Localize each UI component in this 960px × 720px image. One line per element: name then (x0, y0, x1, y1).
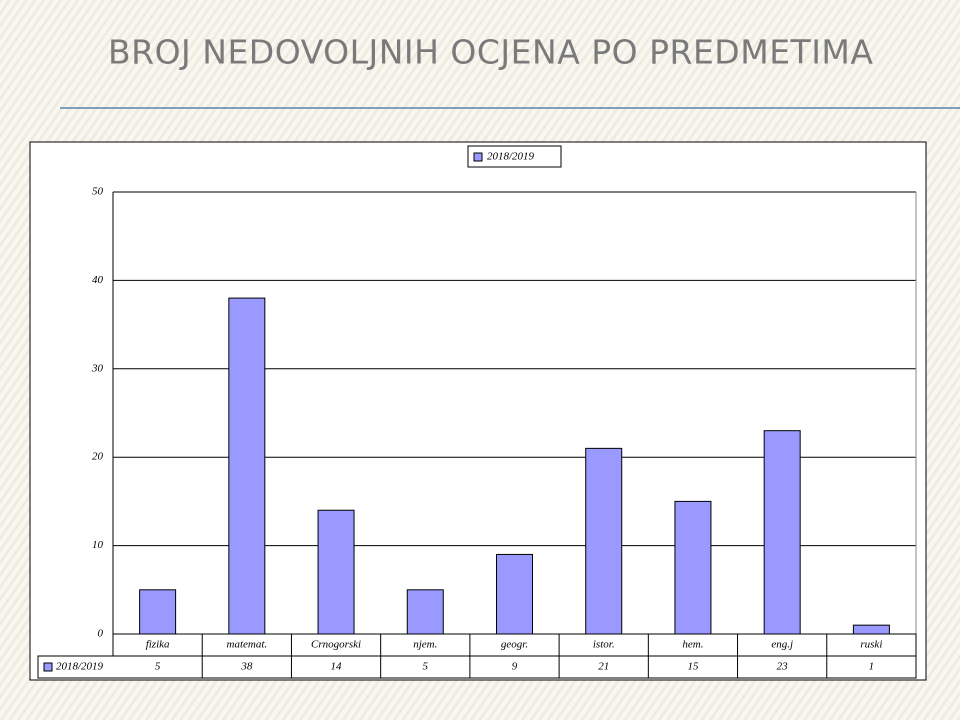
bar (585, 447, 623, 635)
y-tick-label: 10 (92, 539, 104, 551)
table-legend-swatch (43, 662, 53, 672)
table-value: 14 (331, 661, 343, 673)
y-tick-label: 30 (91, 362, 104, 374)
x-tick-label: Crnogorski (311, 639, 361, 651)
x-tick-label: istor. (593, 639, 615, 651)
x-tick-label: njem. (413, 639, 437, 651)
table-value: 9 (512, 661, 518, 673)
x-tick-label: geogr. (501, 639, 528, 651)
y-tick-label: 40 (92, 274, 104, 286)
table-value: 21 (598, 661, 609, 673)
bar (763, 430, 801, 635)
x-tick-label: hem. (682, 639, 703, 651)
table-value: 38 (240, 661, 253, 673)
table-value: 1 (869, 661, 875, 673)
table-value: 15 (687, 661, 699, 673)
x-tick-label: eng.j (771, 639, 793, 651)
bar (228, 297, 266, 635)
table-value: 5 (155, 661, 161, 673)
y-tick-label: 0 (98, 628, 104, 640)
legend: 2018/2019 (467, 145, 562, 168)
legend-label: 2018/2019 (487, 151, 535, 163)
chart-title: BROJ NEDOVOLJNIH OCJENA PO PREDMETIMA (108, 33, 873, 72)
legend-box (467, 145, 562, 168)
legend-swatch (473, 152, 483, 162)
bar (317, 509, 355, 635)
bar (139, 589, 177, 635)
x-tick-label: ruski (860, 639, 882, 651)
y-tick-label: 50 (92, 186, 104, 198)
bar (406, 589, 444, 635)
bar (496, 553, 533, 635)
table-legend-label: 2018/2019 (56, 661, 104, 673)
x-tick-label: matemat. (227, 639, 268, 651)
bar (852, 624, 890, 635)
y-tick-label: 20 (92, 451, 104, 463)
table-value: 5 (423, 661, 429, 673)
bar (674, 500, 712, 635)
table-value: 23 (777, 661, 789, 673)
x-tick-label: fizika (146, 639, 170, 651)
